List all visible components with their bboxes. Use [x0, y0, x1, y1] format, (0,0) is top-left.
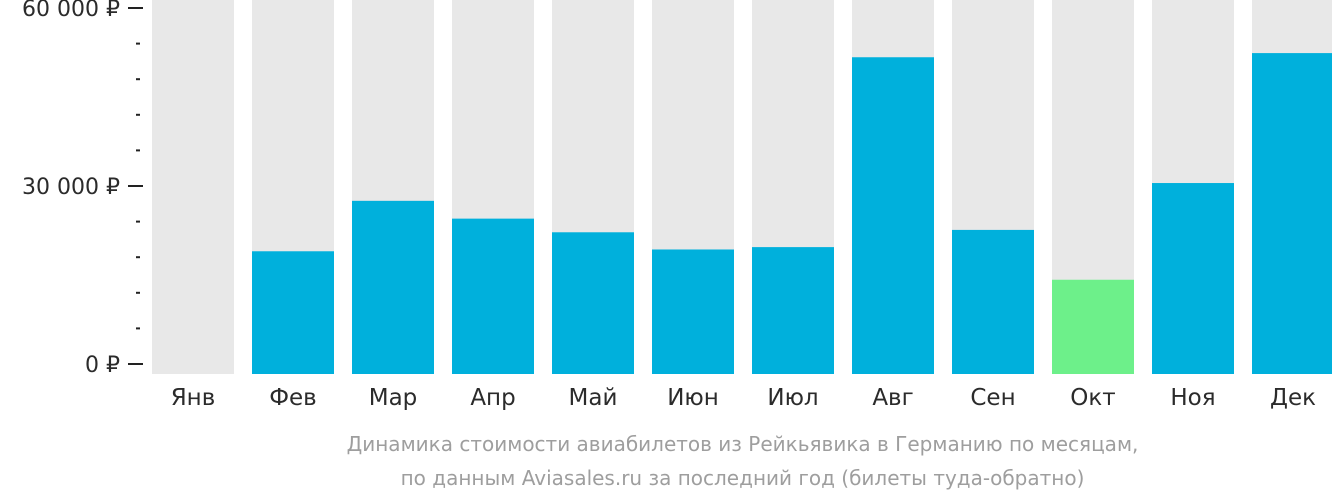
x-tick-label: Окт [1070, 385, 1115, 411]
bar [1052, 279, 1134, 374]
bar [952, 229, 1034, 374]
bar-background [152, 0, 234, 374]
x-tick-label: Сен [970, 385, 1015, 411]
x-tick-label: Фев [269, 385, 317, 411]
bar [652, 249, 734, 374]
x-tick-label: Дек [1270, 385, 1316, 411]
x-tick-label: Май [569, 385, 618, 411]
chart-caption-line-2: по данным Aviasales.ru за последний год … [400, 466, 1085, 490]
x-tick-label: Авг [872, 385, 913, 411]
x-tick-label: Ноя [1170, 385, 1215, 411]
bar [352, 200, 434, 374]
y-tick-label: 0 ₽ [85, 353, 120, 378]
bar [852, 57, 934, 374]
chart-caption-line-1: Динамика стоимости авиабилетов из Рейкья… [346, 432, 1139, 456]
x-tick-label: Мар [369, 385, 418, 411]
x-tick-label: Июн [667, 385, 719, 411]
x-tick-label: Янв [171, 385, 216, 411]
x-tick-label: Апр [470, 385, 515, 411]
bar [252, 251, 334, 374]
bar [1152, 183, 1234, 374]
y-tick-label: 60 000 ₽ [22, 0, 120, 22]
y-tick-label: 30 000 ₽ [22, 175, 120, 200]
bar [752, 247, 834, 374]
bar [1252, 53, 1332, 375]
x-tick-label: Июл [767, 385, 818, 411]
bar [552, 232, 634, 374]
price-chart: Янв Фев Мар Апр Май Июн Июл Авг Сен Окт Ноя Дек 0 ₽ 3… [22, 0, 1332, 411]
bar [452, 218, 534, 374]
